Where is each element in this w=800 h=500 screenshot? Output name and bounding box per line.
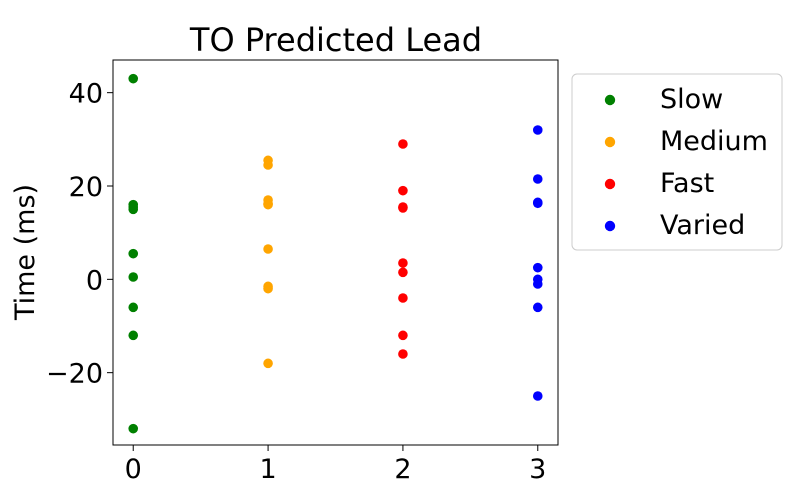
legend-marker-slow (604, 94, 616, 106)
y-tick-label: 0 (86, 265, 103, 296)
x-tick-label: 1 (259, 454, 276, 485)
chart-title: TO Predicted Lead (189, 21, 482, 59)
data-point-varied (532, 174, 543, 184)
data-point-varied (532, 262, 543, 273)
data-point-medium (263, 198, 273, 209)
data-point-slow (128, 302, 139, 313)
data-point-slow (128, 248, 139, 259)
y-tick-label: 20 (69, 172, 103, 203)
data-point-fast (398, 203, 408, 213)
plot-frame (112, 59, 559, 446)
legend-marker-fast (604, 178, 616, 190)
data-point-varied (532, 279, 543, 289)
data-point-medium (263, 160, 273, 170)
legend-label-slow: Slow (660, 84, 723, 115)
y-tick-label: 40 (69, 79, 103, 110)
legend-label-fast: Fast (660, 168, 714, 199)
legend-marker-varied (604, 220, 616, 232)
legend-label-medium: Medium (660, 126, 768, 157)
data-point-medium (263, 358, 273, 369)
x-tick-label: 2 (394, 454, 411, 485)
data-point-medium (263, 283, 273, 294)
y-tick-label: −20 (46, 359, 103, 390)
data-point-varied (532, 302, 543, 313)
plot-area: −20 0 20 40 0 1 2 3 (46, 59, 559, 485)
data-point-fast (398, 139, 408, 149)
data-point-varied (532, 198, 543, 209)
legend-box (571, 73, 783, 251)
data-point-fast (398, 330, 408, 341)
data-point-fast (398, 258, 408, 268)
legend: Slow Medium Fast Varied (571, 73, 783, 251)
x-tick-label: 3 (529, 454, 546, 485)
data-point-varied (532, 125, 543, 135)
legend-label-varied: Varied (660, 210, 745, 241)
data-point-fast (398, 349, 408, 359)
data-point-varied (532, 391, 543, 401)
data-point-slow (128, 330, 139, 341)
data-point-slow (128, 73, 139, 84)
legend-marker-medium (604, 136, 616, 148)
data-point-fast (398, 267, 408, 278)
data-point-slow (128, 272, 139, 282)
data-point-medium (263, 244, 273, 254)
data-point-slow (128, 202, 139, 212)
data-point-fast (398, 293, 408, 303)
x-tick-label: 0 (125, 454, 142, 485)
data-point-slow (128, 423, 139, 434)
y-axis-label: Time (ms) (10, 184, 41, 321)
data-point-fast (398, 185, 408, 196)
